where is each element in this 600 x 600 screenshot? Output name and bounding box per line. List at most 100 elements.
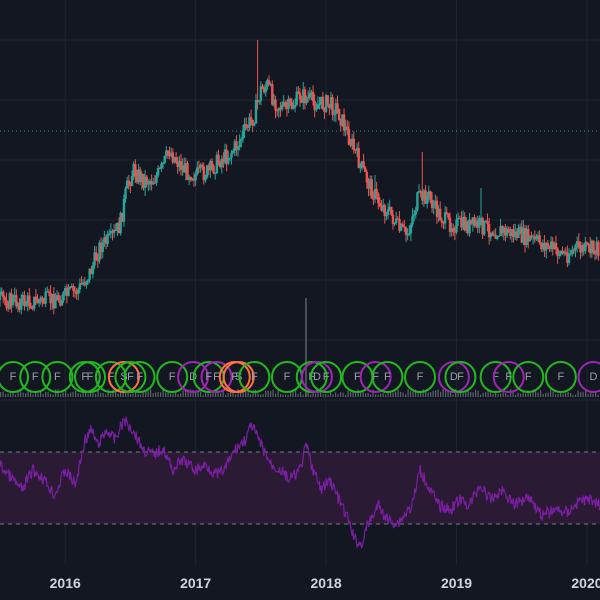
volume-bar: [340, 392, 342, 397]
candle-body: [318, 104, 321, 106]
candle-body: [168, 154, 171, 157]
candle-body: [491, 232, 494, 236]
signal-marker: [359, 361, 392, 393]
volume-bar: [557, 394, 559, 397]
signal-marker-label: F: [384, 371, 391, 383]
volume-bar: [20, 391, 22, 397]
candle-body: [196, 167, 199, 175]
candle-body: [72, 286, 75, 291]
volume-bar: [75, 390, 77, 397]
candle-body: [187, 177, 191, 180]
candle-body: [315, 108, 318, 111]
candle-body: [67, 287, 70, 296]
candle-body: [373, 188, 377, 200]
candle-body: [181, 165, 184, 170]
candle-body: [93, 252, 96, 266]
candle-body: [311, 91, 315, 102]
volume-bar: [532, 389, 534, 397]
candle-body: [580, 244, 584, 253]
signal-marker-label: F: [81, 371, 88, 383]
candle-body: [455, 219, 458, 233]
candle-body: [5, 300, 8, 308]
candle-body: [336, 103, 339, 109]
candle-body: [370, 179, 373, 199]
volume-bar: [310, 394, 312, 397]
candle-body: [114, 229, 117, 231]
signal-marker-label: F: [231, 371, 238, 383]
volume-bar: [597, 394, 599, 397]
volume-bar: [405, 394, 407, 397]
volume-bar: [180, 393, 182, 397]
volume-bar: [595, 392, 597, 397]
signal-marker-label: F: [251, 371, 258, 383]
candle-body: [259, 86, 263, 101]
candle-body: [483, 220, 486, 235]
volume-bar: [535, 391, 537, 397]
candle-body: [479, 217, 483, 219]
candle-body: [456, 218, 460, 220]
volume-bar: [542, 393, 544, 397]
volume-bar: [467, 390, 469, 397]
candle-body: [142, 173, 145, 189]
signal-marker-label: F: [492, 371, 499, 383]
candle-body: [337, 108, 341, 121]
volume-bar: [580, 392, 582, 397]
candle-body: [186, 163, 189, 180]
candle-body: [424, 190, 427, 204]
candle-body: [398, 218, 401, 231]
rsi-path: [0, 416, 600, 550]
candle-body: [324, 95, 328, 112]
candle-body: [135, 176, 139, 183]
candle-body: [192, 178, 196, 181]
candle-body: [220, 158, 223, 168]
candle-body: [546, 243, 550, 247]
candle-body: [390, 206, 393, 215]
candle-body: [39, 297, 42, 301]
candle-body: [70, 286, 73, 288]
candle-body: [179, 160, 183, 170]
candle-body: [218, 162, 222, 168]
volume-bar: [577, 390, 579, 397]
signal-marker: [74, 361, 106, 393]
signal-marker-label: F: [87, 371, 94, 383]
candle-body: [430, 199, 434, 209]
volume-bar: [415, 389, 417, 397]
candle-body: [394, 218, 398, 223]
candle-body: [577, 241, 581, 248]
volume-bar: [292, 390, 294, 397]
candle-body: [575, 241, 579, 245]
candle-body: [514, 231, 517, 238]
signal-marker: [544, 361, 577, 393]
volume-bar: [132, 393, 134, 397]
candle-body: [310, 91, 313, 94]
candle-body: [538, 235, 541, 243]
candle-body: [238, 140, 241, 148]
candle-body: [572, 249, 576, 251]
signal-marker-label: F: [354, 371, 361, 383]
candle-body: [240, 138, 243, 141]
candle-body: [0, 293, 2, 300]
candle-body: [579, 247, 582, 253]
candle-body: [494, 234, 497, 239]
volume-bar: [522, 391, 524, 397]
volume-bar: [475, 389, 477, 397]
volume-bar: [215, 390, 217, 397]
candle-body: [593, 250, 597, 255]
candle-body: [346, 126, 349, 129]
volume-bar: [502, 391, 504, 397]
candle-body: [543, 243, 546, 251]
candle-body: [266, 80, 269, 88]
candle-body: [360, 161, 364, 164]
candle-body: [298, 93, 302, 100]
candle-body: [33, 296, 36, 309]
volume-bar: [312, 392, 314, 397]
signal-marker-label: F: [136, 371, 143, 383]
candle-body: [344, 126, 347, 131]
candle-body: [359, 163, 362, 168]
candle-body: [292, 107, 295, 109]
volume-bar: [152, 393, 154, 397]
candle-body: [453, 231, 457, 233]
candle-body: [323, 108, 326, 112]
candle-body: [85, 281, 88, 286]
signal-marker: [41, 361, 74, 393]
